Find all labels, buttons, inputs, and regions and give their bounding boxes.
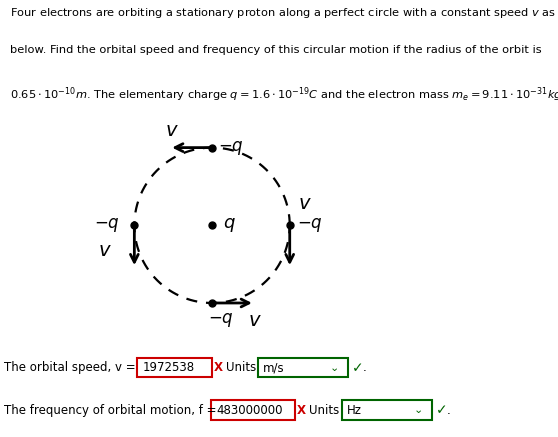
Text: $-q$: $-q$ — [297, 216, 323, 234]
Text: 483000000: 483000000 — [216, 404, 282, 416]
Text: X: X — [297, 404, 306, 416]
Text: The orbital speed, v =: The orbital speed, v = — [4, 361, 136, 374]
Text: ✓: ✓ — [352, 361, 364, 375]
Text: Units: Units — [309, 404, 339, 416]
Text: Hz: Hz — [347, 404, 362, 416]
Text: $v$: $v$ — [299, 194, 312, 213]
Text: .: . — [447, 404, 451, 416]
Text: ⌄: ⌄ — [330, 363, 339, 373]
Text: ⌄: ⌄ — [414, 405, 424, 415]
Text: 1972538: 1972538 — [143, 361, 195, 374]
Text: $-q$: $-q$ — [218, 139, 244, 156]
Text: The frequency of orbital motion, f =: The frequency of orbital motion, f = — [4, 404, 217, 416]
Text: m/s: m/s — [263, 361, 285, 374]
Text: below. Find the orbital speed and frequency of this circular motion if the radiu: below. Find the orbital speed and freque… — [10, 45, 542, 55]
FancyBboxPatch shape — [137, 358, 212, 378]
Text: $v$: $v$ — [165, 121, 179, 140]
Text: $v$: $v$ — [98, 241, 112, 260]
Text: $0.65 \cdot 10^{-10}m$. The elementary charge $q = 1.6 \cdot 10^{-19}C$ and the : $0.65 \cdot 10^{-10}m$. The elementary c… — [10, 85, 558, 104]
Text: $-q$: $-q$ — [208, 311, 234, 329]
Text: $q$: $q$ — [223, 216, 235, 234]
FancyBboxPatch shape — [211, 400, 295, 420]
Text: Units: Units — [226, 361, 256, 374]
Text: Four electrons are orbiting a stationary proton along a perfect circle with a co: Four electrons are orbiting a stationary… — [10, 6, 558, 20]
FancyBboxPatch shape — [258, 358, 348, 378]
Text: $-q$: $-q$ — [94, 216, 120, 234]
FancyBboxPatch shape — [342, 400, 432, 420]
Text: $v$: $v$ — [248, 311, 262, 329]
Text: X: X — [214, 361, 223, 374]
Text: ✓: ✓ — [436, 403, 448, 417]
Text: .: . — [363, 361, 367, 374]
